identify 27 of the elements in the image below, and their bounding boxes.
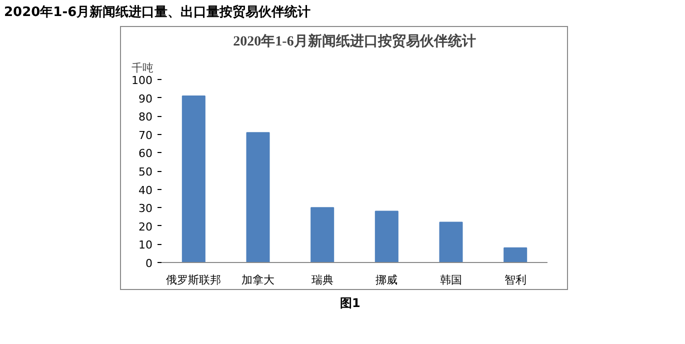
y-tick-label: 40 [138, 184, 153, 197]
chart-subtitle: 2020年1-6月新闻纸进口量、出口量按贸易伙伴统计 [4, 4, 311, 22]
bar [182, 95, 206, 262]
y-axis-title: 千吨 [132, 62, 154, 74]
chart-title: 2020年1-6月新闻纸进口按贸易伙伴统计 [233, 32, 476, 50]
x-tick-label: 挪威 [376, 274, 398, 286]
y-tick-label: 90 [138, 92, 153, 106]
bar [246, 132, 270, 262]
x-tick-label: 俄罗斯联邦 [166, 274, 222, 286]
y-tick-label: 100 [132, 74, 153, 87]
y-tick-label: 0 [146, 257, 152, 270]
y-tick-label: 50 [138, 166, 153, 178]
bar [439, 222, 463, 262]
bar [310, 207, 334, 262]
y-tick-label: 20 [138, 220, 153, 234]
y-tick-label: 60 [138, 147, 153, 160]
bar [374, 210, 398, 262]
y-tick-label: 80 [138, 110, 153, 124]
y-tick-label: 70 [138, 128, 153, 142]
x-tick-label: 加拿大 [242, 274, 274, 286]
x-tick-label: 瑞典 [311, 274, 334, 286]
y-tick-label: 30 [138, 202, 153, 216]
x-tick-label: 智利 [504, 274, 526, 286]
bar [504, 247, 528, 262]
y-tick-label: 10 [138, 238, 153, 252]
x-tick-label: 韩国 [440, 274, 462, 286]
caption: 图1 [340, 295, 360, 312]
